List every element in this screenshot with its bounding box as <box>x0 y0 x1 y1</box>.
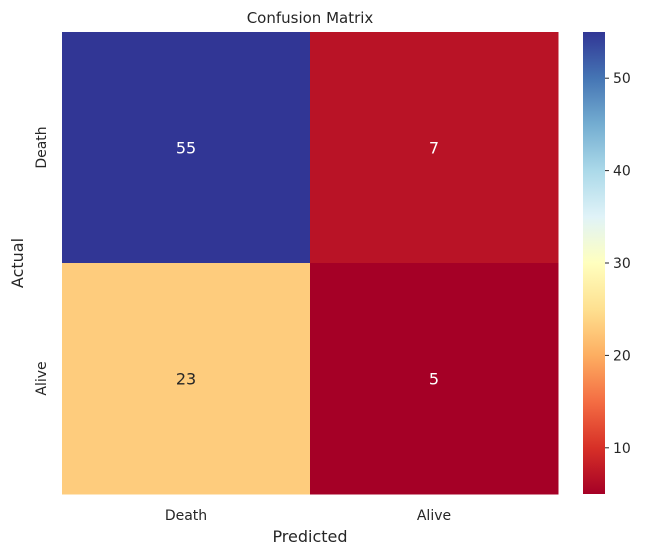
cell-annotations: 55 7 23 5 <box>176 139 439 389</box>
colorbar-tick-label: 40 <box>613 164 631 180</box>
heatmap-cell-death-death <box>62 32 311 264</box>
cell-annotation: 7 <box>429 139 439 158</box>
colorbar: 10 20 30 40 50 <box>583 32 631 494</box>
y-tick-labels: Death Alive <box>34 126 50 395</box>
colorbar-tick-label: 30 <box>613 256 631 272</box>
heatmap-cell-alive-death <box>62 263 311 495</box>
cell-annotation: 5 <box>429 370 439 389</box>
colorbar-tick-label: 50 <box>613 71 631 87</box>
cell-annotation: 23 <box>176 370 196 389</box>
y-axis-label: Actual <box>8 238 27 288</box>
x-tick-labels: Death Alive <box>165 508 451 524</box>
colorbar-tick-label: 20 <box>613 348 631 364</box>
heatmap-cell-alive-alive <box>310 263 559 495</box>
colorbar-ticks: 10 20 30 40 50 <box>605 71 631 457</box>
chart-title: Confusion Matrix <box>247 9 374 27</box>
y-tick-label: Death <box>34 126 50 168</box>
colorbar-gradient <box>583 32 605 494</box>
x-axis-label: Predicted <box>272 527 347 546</box>
heatmap-cells <box>62 32 559 495</box>
x-tick-label: Alive <box>417 508 451 524</box>
colorbar-tick-label: 10 <box>613 441 631 457</box>
cell-annotation: 55 <box>176 139 196 158</box>
y-tick-label: Alive <box>34 361 50 395</box>
x-tick-label: Death <box>165 508 207 524</box>
heatmap-cell-death-alive <box>310 32 559 264</box>
